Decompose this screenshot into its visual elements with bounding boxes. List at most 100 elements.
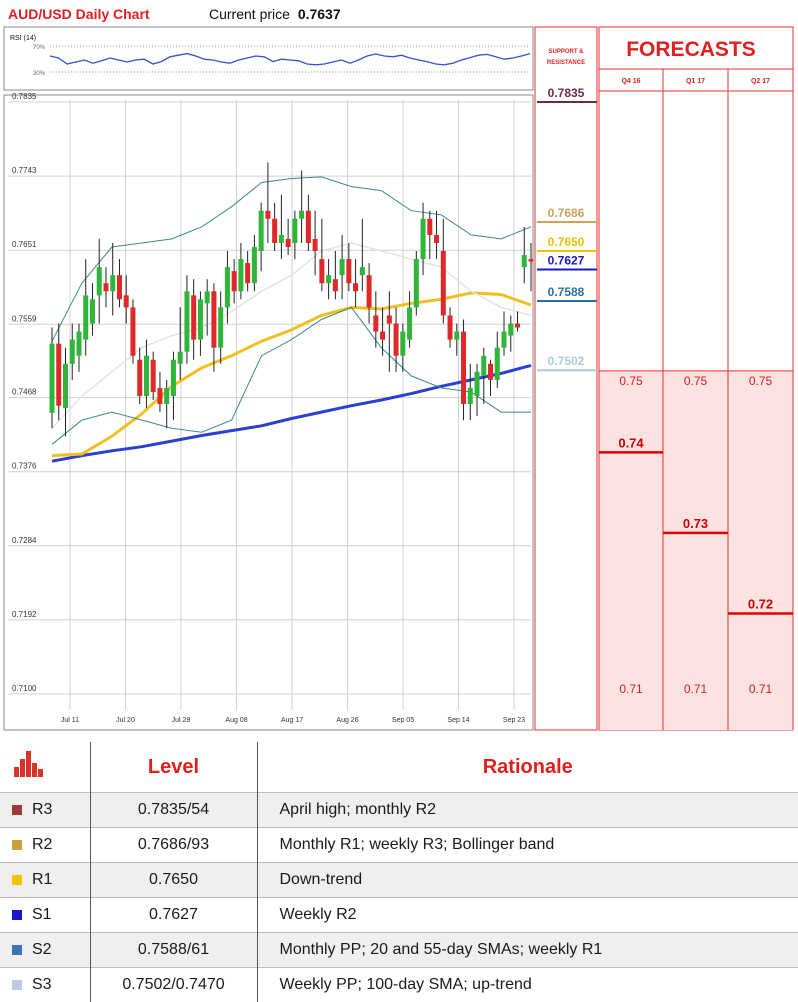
- forecast-value-label: 0.74: [618, 435, 644, 450]
- level-rationale: Weekly PP; 100-day SMA; up-trend: [257, 968, 798, 1002]
- x-tick-label: Sep 05: [392, 717, 414, 724]
- sr-level-label: 0.7650: [548, 235, 585, 249]
- forecast-range-fill: [729, 371, 793, 730]
- candle-body: [522, 255, 527, 267]
- candle-body: [286, 239, 291, 247]
- x-tick-label: Jul 11: [61, 717, 79, 724]
- sr-level-label: 0.7588: [548, 285, 585, 299]
- y-tick-label: 0.7651: [12, 240, 37, 249]
- candle-body: [178, 352, 183, 364]
- chart-title: AUD/USD Daily Chart: [8, 6, 150, 22]
- candle-body: [414, 259, 419, 307]
- candle-body: [367, 275, 372, 307]
- level-value: 0.7627: [90, 898, 257, 933]
- candle-body: [502, 332, 507, 348]
- candle-body: [475, 372, 480, 396]
- sr-level-label: 0.7502: [548, 354, 585, 368]
- forecast-range-fill: [600, 371, 663, 730]
- header-level: Level: [90, 742, 257, 793]
- candle-body: [299, 211, 304, 219]
- candle-body: [171, 360, 176, 396]
- forecast-value-label: 0.73: [683, 516, 708, 531]
- table-header: Level Rationale: [0, 742, 798, 793]
- forecast-high-label: 0.75: [619, 374, 643, 388]
- candle-body: [225, 267, 230, 307]
- level-value: 0.7835/54: [90, 793, 257, 828]
- y-tick-label: 0.7559: [12, 314, 37, 323]
- level-swatch: [12, 910, 22, 920]
- level-name: S3: [32, 976, 52, 993]
- candle-body: [191, 295, 196, 339]
- sr-panel: [535, 27, 597, 730]
- candle-body: [495, 348, 500, 380]
- level-value: 0.7502/0.7470: [90, 968, 257, 1002]
- candle-body: [279, 235, 284, 243]
- candle-body: [387, 315, 392, 323]
- candle-body: [400, 332, 405, 356]
- level-rationale: April high; monthly R2: [257, 793, 798, 828]
- candle-body: [272, 219, 277, 243]
- sr-level-label: 0.7627: [548, 254, 585, 268]
- row-name-cell: R2: [0, 828, 90, 863]
- x-tick-label: Jul 20: [116, 717, 135, 724]
- forecast-low-label: 0.71: [749, 682, 773, 696]
- y-tick-label: 0.7743: [12, 166, 37, 175]
- y-tick-label: 0.7468: [12, 388, 37, 397]
- candle-body: [117, 275, 122, 299]
- candle-body: [468, 388, 473, 404]
- candle-body: [259, 211, 264, 251]
- sr-level-label: 0.7835: [548, 86, 585, 100]
- price-chart-frame: [4, 95, 533, 730]
- row-name-cell: R3: [0, 793, 90, 828]
- candle-body: [184, 291, 189, 351]
- rsi-level-30: 30%: [33, 71, 46, 77]
- x-tick-label: Sep 23: [503, 717, 525, 724]
- level-swatch: [12, 980, 22, 990]
- candle-body: [265, 211, 270, 219]
- candle-body: [164, 388, 169, 404]
- level-swatch: [12, 805, 22, 815]
- forecast-high-label: 0.75: [684, 374, 708, 388]
- candle-body: [434, 235, 439, 243]
- candle-body: [110, 275, 115, 291]
- row-name-cell: S2: [0, 933, 90, 968]
- x-tick-label: Aug 26: [336, 717, 358, 724]
- candle-body: [488, 364, 493, 380]
- candle-body: [448, 315, 453, 339]
- candle-body: [90, 299, 95, 323]
- y-tick-label: 0.7192: [12, 610, 37, 619]
- level-value: 0.7686/93: [90, 828, 257, 863]
- header-icon-cell: [0, 742, 90, 793]
- candle-body: [50, 344, 55, 413]
- level-rationale: Monthly PP; 20 and 55-day SMAs; weekly R…: [257, 933, 798, 968]
- forecast-high-label: 0.75: [749, 374, 773, 388]
- sr-title-1: SUPPORT &: [548, 49, 584, 55]
- candle-body: [346, 259, 351, 283]
- level-name: R3: [32, 801, 52, 818]
- x-tick-label: Aug 08: [225, 717, 247, 724]
- forecast-quarter-label: Q2 17: [751, 78, 770, 85]
- level-swatch: [12, 840, 22, 850]
- candle-body: [461, 332, 466, 404]
- candle-body: [238, 259, 243, 291]
- x-tick-label: Aug 17: [281, 717, 303, 724]
- level-value: 0.7650: [90, 863, 257, 898]
- y-tick-label: 0.7376: [12, 462, 37, 471]
- y-tick-label: 0.7835: [12, 92, 37, 101]
- candle-body: [137, 360, 142, 396]
- candle-body: [481, 356, 486, 376]
- candle-body: [454, 332, 459, 340]
- forecast-value-label: 0.72: [748, 596, 773, 611]
- candle-body: [427, 219, 432, 235]
- candle-body: [245, 263, 250, 283]
- level-name: S2: [32, 941, 52, 958]
- candle-body: [198, 299, 203, 339]
- candle-body: [124, 295, 129, 307]
- y-tick-label: 0.7100: [12, 684, 37, 693]
